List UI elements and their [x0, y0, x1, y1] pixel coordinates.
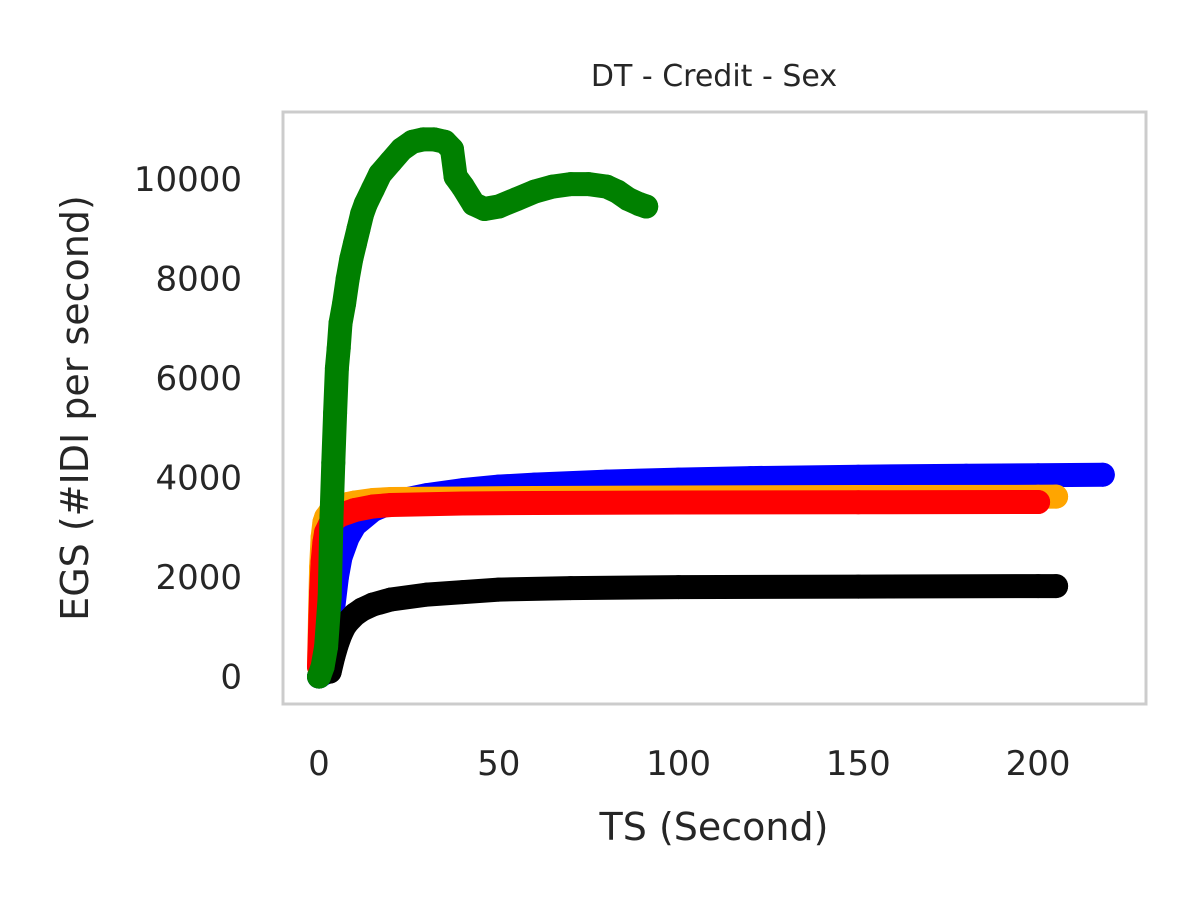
data-point — [378, 493, 403, 517]
data-point — [846, 490, 871, 515]
data-point — [323, 401, 348, 425]
data-point — [360, 592, 385, 617]
data-point — [540, 174, 565, 199]
x-tick-label: 100 — [646, 744, 711, 784]
data-point — [846, 574, 871, 599]
data-point — [1044, 574, 1069, 599]
data-point — [342, 498, 367, 522]
data-point — [332, 291, 357, 316]
data-point — [522, 179, 547, 204]
data-point — [846, 464, 871, 489]
y-tick-labels: 0 2000 4000 6000 8000 10000 — [134, 160, 242, 697]
data-point — [576, 172, 601, 197]
data-point — [504, 187, 529, 212]
plot-background — [283, 112, 1146, 704]
data-point — [310, 654, 335, 679]
data-point — [440, 137, 464, 162]
y-tick-label: 0 — [220, 658, 242, 698]
plot-frame — [281, 110, 1148, 706]
data-point — [1026, 490, 1051, 514]
y-tick-label: 10000 — [134, 160, 242, 200]
y-axis-label: EGS (#IDI per second) — [53, 195, 97, 621]
data-point — [1026, 574, 1051, 599]
data-point — [1044, 484, 1069, 509]
data-point — [328, 311, 353, 336]
y-tick-label: 8000 — [155, 260, 242, 300]
data-point — [666, 575, 691, 600]
data-point — [634, 194, 659, 219]
series-layer — [307, 127, 1115, 689]
data-point — [450, 580, 475, 605]
data-point — [335, 266, 360, 291]
y-tick-label: 4000 — [155, 459, 242, 499]
data-point — [414, 582, 439, 607]
data-point — [954, 463, 979, 488]
series-3 — [317, 574, 1069, 684]
x-tick-label: 150 — [826, 744, 891, 784]
x-tick-label: 50 — [477, 744, 520, 784]
data-point — [314, 634, 339, 659]
data-point — [317, 585, 342, 609]
data-point — [558, 172, 583, 197]
x-tick-label: 0 — [308, 744, 330, 784]
data-point — [321, 450, 346, 475]
data-point — [360, 494, 385, 519]
data-point — [1026, 463, 1051, 488]
data-point — [378, 587, 403, 612]
data-point — [450, 491, 475, 516]
data-point — [319, 505, 344, 530]
data-point — [324, 356, 349, 381]
chart-title: DT - Credit - Sex — [591, 59, 837, 94]
data-point — [450, 174, 475, 199]
y-tick-label: 2000 — [155, 558, 242, 598]
x-tick-label: 200 — [1006, 744, 1071, 784]
x-tick-labels: 0 50 100 150 200 — [308, 744, 1070, 784]
data-point — [558, 576, 583, 601]
data-point — [522, 491, 547, 515]
data-point — [486, 577, 511, 602]
data-point — [1090, 462, 1115, 487]
y-tick-label: 6000 — [155, 359, 242, 399]
series-4 — [307, 127, 659, 689]
data-point — [326, 336, 351, 361]
x-axis-label: TS (Second) — [599, 805, 829, 849]
data-point — [666, 490, 691, 515]
data-point — [738, 466, 763, 491]
